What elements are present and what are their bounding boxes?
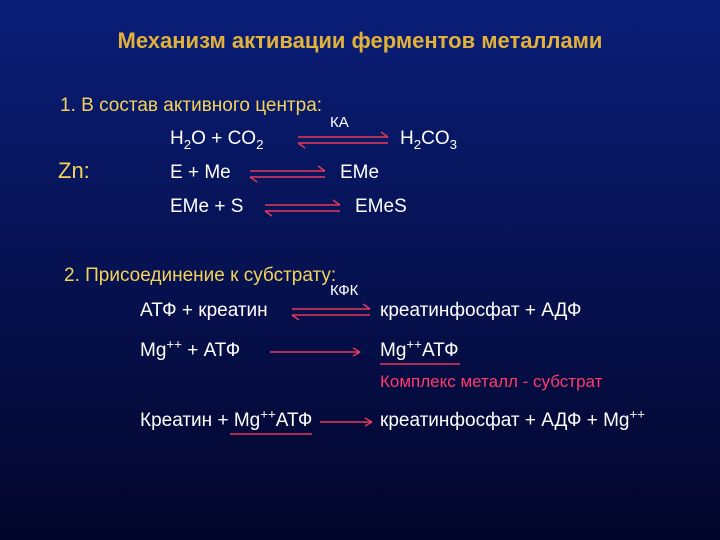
t: АТФ [422,340,459,361]
slide-root: Механизм активации ферментов металлами 1… [0,0,720,540]
sec2-catalyst: КФК [330,282,358,299]
section-2-heading: 2. Присоединение к субстрату: [64,265,336,287]
sec2-line2-right: Mg++АТФ [380,340,459,362]
sec1-line1-left: H2O + CO2 [170,128,263,150]
t: АТФ [276,410,313,431]
t: Mg [380,340,406,361]
t: CO [421,128,450,149]
sec1-line2-left: E + Me [170,162,231,184]
sec1-line1-catalyst: КА [330,114,349,131]
t: H [400,128,414,149]
sec2-highlight: Комплекс металл - субстрат [380,372,602,392]
sec2-line3-right: креатинфосфат + АДФ + Mg++ [380,410,645,432]
sec2-line1-left: АТФ + креатин [140,300,268,322]
sec2-line3-left: Креатин + Mg++АТФ [140,410,312,432]
t: + АТФ [182,340,240,361]
t: O + CO [191,128,256,149]
sec1-line3-right: EMeS [355,196,407,218]
t: Креатин + Mg [140,410,260,431]
sec1-line3-left: EMe + S [170,196,243,218]
t: Mg [140,340,166,361]
section-1-heading: 1. В состав активного центра: [60,95,322,117]
zn-label: Zn: [58,158,90,184]
sec2-line2-left: Mg++ + АТФ [140,340,240,362]
t: H [170,128,184,149]
slide-title: Механизм активации ферментов металлами [0,28,720,54]
sec2-line1-right: креатинфосфат + АДФ [380,300,581,322]
sec1-line1-right: H2CO3 [400,128,457,150]
t: креатинфосфат + АДФ + Mg [380,410,630,431]
sec1-line2-right: EMe [340,162,379,184]
